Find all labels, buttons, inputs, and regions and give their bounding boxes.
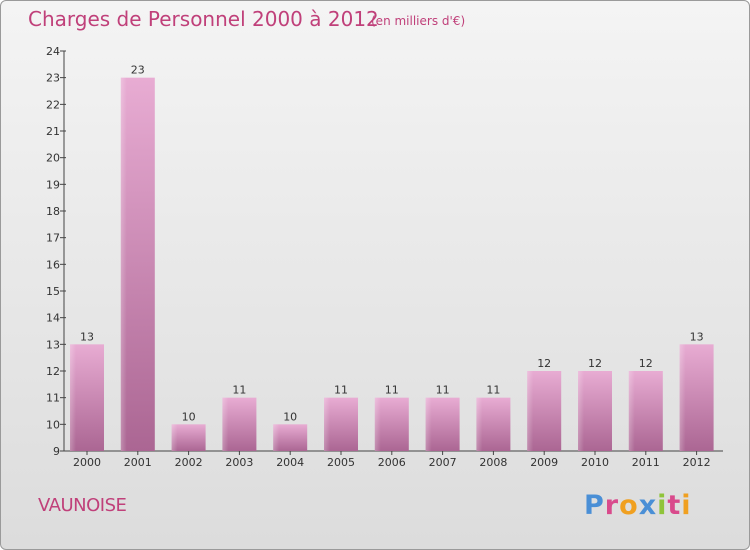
x-tick-label: 2000 <box>73 456 101 469</box>
logo-letter: i <box>681 490 692 521</box>
y-tick-label: 21 <box>46 125 60 138</box>
data-label: 11 <box>436 384 450 397</box>
x-tick-label: 2003 <box>225 456 253 469</box>
data-label: 10 <box>182 410 196 423</box>
logo-letter: i <box>657 490 668 521</box>
bar-highlight <box>374 397 381 451</box>
data-label: 11 <box>385 384 399 397</box>
proxiti-logo: Proxiti <box>584 490 692 521</box>
bar-highlight <box>70 344 76 451</box>
logo-letter: r <box>604 490 620 521</box>
bar-highlight <box>120 77 127 452</box>
logo-letter: o <box>619 490 639 521</box>
data-label: 10 <box>283 410 297 423</box>
data-label: 23 <box>131 64 145 77</box>
y-tick-label: 11 <box>46 392 60 405</box>
y-tick-label: 9 <box>53 445 60 458</box>
bar-highlight <box>425 397 432 451</box>
data-label: 11 <box>486 384 500 397</box>
bar-highlight <box>324 397 330 451</box>
bar-highlight <box>222 397 229 451</box>
y-tick-label: 13 <box>46 338 60 351</box>
y-tick-label: 14 <box>46 312 60 325</box>
data-label: 12 <box>588 357 602 370</box>
bar-highlight <box>578 371 584 451</box>
x-tick-label: 2010 <box>581 456 609 469</box>
y-tick-label: 12 <box>46 365 60 378</box>
logo-letter: t <box>667 490 682 521</box>
y-tick-label: 22 <box>46 98 60 111</box>
y-tick-label: 23 <box>46 72 60 85</box>
y-tick-label: 16 <box>46 258 60 271</box>
data-label: 13 <box>690 330 704 343</box>
x-tick-label: 2007 <box>429 456 457 469</box>
y-tick-label: 17 <box>46 232 60 245</box>
data-label: 11 <box>232 384 246 397</box>
data-label: 11 <box>334 384 348 397</box>
bar-highlight <box>273 424 280 451</box>
x-tick-label: 2005 <box>327 456 355 469</box>
chart-title: Charges de Personnel 2000 à 2012 <box>28 7 379 31</box>
x-tick-label: 2002 <box>175 456 203 469</box>
commune-name: VAUNOISE <box>38 495 127 516</box>
y-tick-label: 19 <box>46 178 60 191</box>
bar-highlight <box>476 397 483 451</box>
chart-subtitle: (en milliers d'€) <box>371 14 466 28</box>
data-label: 12 <box>639 357 653 370</box>
logo-letter: x <box>638 490 658 521</box>
logo-letter: P <box>584 490 605 521</box>
bar-highlight <box>527 371 534 451</box>
x-tick-label: 2004 <box>276 456 304 469</box>
x-tick-label: 2012 <box>683 456 711 469</box>
bar-highlight <box>628 371 635 451</box>
y-tick-label: 10 <box>46 418 60 431</box>
y-tick-label: 20 <box>46 152 60 165</box>
y-tick-label: 15 <box>46 285 60 298</box>
bar-highlight <box>171 424 178 451</box>
x-tick-label: 2001 <box>124 456 152 469</box>
data-label: 13 <box>80 330 94 343</box>
x-tick-label: 2006 <box>378 456 406 469</box>
x-tick-label: 2011 <box>632 456 660 469</box>
bar-highlight <box>679 344 686 451</box>
data-label: 12 <box>537 357 551 370</box>
y-tick-label: 18 <box>46 205 60 218</box>
x-tick-label: 2008 <box>479 456 507 469</box>
x-tick-label: 2009 <box>530 456 558 469</box>
y-tick-label: 24 <box>46 45 60 58</box>
